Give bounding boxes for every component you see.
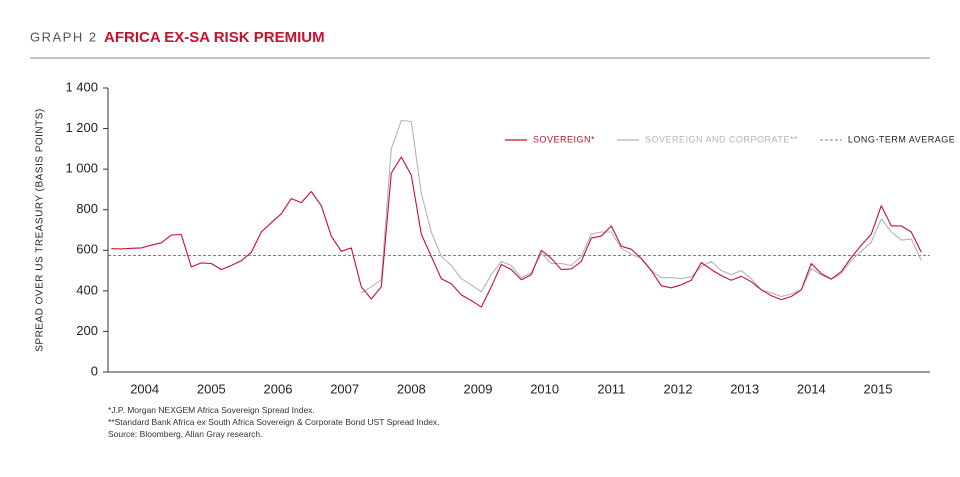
x-tick-label: 2015 — [864, 381, 893, 396]
x-tick-label: 2005 — [197, 381, 226, 396]
x-tick-label: 2014 — [797, 381, 826, 396]
footnote: Source: Bloomberg, Allan Gray research. — [108, 429, 263, 439]
x-tick-label: 2011 — [597, 381, 625, 396]
y-axis-label: SPREAD OVER US TREASURY (BASIS POINTS) — [35, 108, 46, 352]
footnote: *J.P. Morgan NEXGEM Africa Sovereign Spr… — [108, 405, 315, 415]
x-tick-label: 2008 — [397, 381, 426, 396]
x-tick-label: 2009 — [464, 381, 493, 396]
footnote: **Standard Bank Africa ex South Africa S… — [108, 417, 440, 427]
x-tick-label: 2010 — [530, 381, 559, 396]
x-tick-label: 2004 — [130, 381, 159, 396]
y-tick-label: 600 — [76, 242, 98, 257]
y-tick-label: 1 000 — [65, 161, 98, 176]
legend-label: SOVEREIGN* — [533, 134, 595, 144]
y-tick-label: 1 200 — [65, 120, 98, 135]
y-tick-label: 400 — [76, 282, 98, 297]
x-tick-label: 2007 — [330, 381, 359, 396]
y-tick-label: 200 — [76, 323, 98, 338]
series-line — [361, 119, 922, 298]
x-tick-label: 2012 — [664, 381, 693, 396]
legend-label: SOVEREIGN AND CORPORATE** — [645, 134, 798, 144]
graph-label: GRAPH 2 — [30, 29, 98, 44]
y-tick-label: 800 — [76, 201, 98, 216]
y-tick-label: 0 — [91, 363, 98, 378]
y-tick-label: 1 400 — [65, 79, 98, 94]
series-line — [111, 156, 922, 308]
legend-label: LONG-TERM AVERAGE — [848, 134, 955, 144]
x-tick-label: 2013 — [730, 381, 759, 396]
chart-title: AFRICA EX-SA RISK PREMIUM — [104, 29, 325, 46]
x-tick-label: 2006 — [264, 381, 293, 396]
